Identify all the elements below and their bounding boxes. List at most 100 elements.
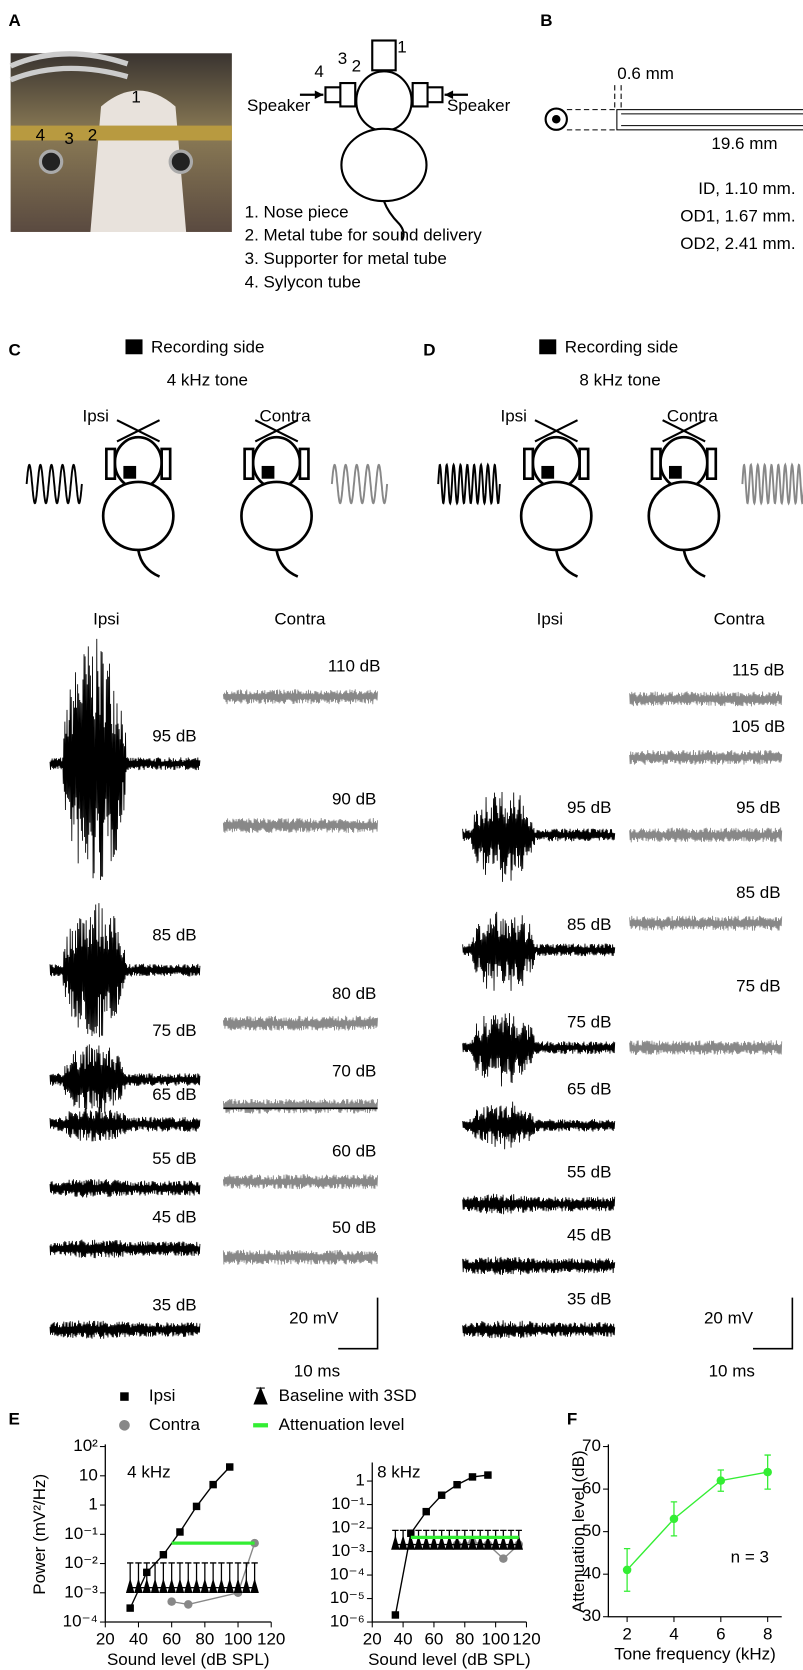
label: 75 dB	[567, 1013, 611, 1032]
label: Recording side	[151, 337, 264, 356]
point	[391, 1535, 400, 1550]
trace	[223, 1174, 377, 1189]
label: Ipsi	[500, 407, 526, 426]
trace	[50, 1107, 200, 1142]
label: Attenuation level (dB)	[569, 1450, 588, 1613]
point	[217, 1578, 226, 1593]
tube-dash	[567, 85, 621, 130]
trace	[463, 1102, 615, 1150]
head	[356, 71, 411, 131]
label: 45 dB	[152, 1207, 196, 1226]
label: Ipsi	[82, 407, 108, 426]
point	[670, 1515, 679, 1524]
mouse-body	[103, 482, 173, 550]
mouse-tail	[556, 550, 577, 577]
label: 19.6 mm	[711, 134, 777, 153]
label: 10 ms	[294, 1362, 340, 1381]
body	[341, 129, 426, 201]
label: 10⁻⁴	[330, 1565, 365, 1584]
trace	[50, 903, 200, 1037]
trace	[50, 1240, 200, 1259]
recording-side	[262, 466, 275, 479]
legend-square	[539, 339, 556, 354]
point	[126, 1578, 135, 1593]
point	[160, 1551, 167, 1558]
label: n = 3	[731, 1548, 769, 1567]
label: 6	[716, 1624, 725, 1643]
label: 8 kHz	[377, 1463, 420, 1482]
label: OD2, 2.41 mm.	[680, 234, 795, 253]
trace	[50, 1321, 200, 1339]
point	[499, 1554, 508, 1563]
label: 8	[763, 1624, 772, 1643]
trace	[50, 639, 200, 880]
label: 35 dB	[152, 1296, 196, 1315]
label: F	[567, 1409, 577, 1428]
label: B	[540, 11, 552, 30]
point	[176, 1578, 185, 1593]
point	[438, 1491, 445, 1498]
label: 75 dB	[152, 1021, 196, 1040]
label: Ipsi	[149, 1386, 175, 1405]
label: 2	[622, 1624, 631, 1643]
point	[126, 1604, 133, 1611]
photo-tube	[40, 151, 61, 172]
label: 10²	[73, 1436, 98, 1455]
label: OD1, 1.67 mm.	[680, 207, 795, 226]
point	[242, 1578, 251, 1593]
trace	[630, 1040, 782, 1055]
label: ID, 1.10 mm.	[698, 179, 795, 198]
label: 110 dB	[328, 656, 381, 675]
label: 65 dB	[152, 1085, 196, 1104]
tube-end	[552, 115, 561, 124]
point	[201, 1578, 210, 1593]
trace	[463, 1320, 615, 1338]
mouse-tail	[277, 550, 298, 577]
label: 90 dB	[332, 789, 376, 808]
label: Recording side	[565, 337, 678, 356]
trace	[630, 691, 782, 706]
label: 100	[224, 1630, 252, 1649]
recording-side	[123, 466, 136, 479]
label: 40	[394, 1630, 413, 1649]
label: 75 dB	[736, 977, 780, 996]
label: 4	[36, 126, 45, 145]
trace	[50, 1044, 200, 1115]
label: 10⁻²	[331, 1518, 365, 1537]
label: Attenuation level	[279, 1415, 405, 1434]
label: 4 kHz	[127, 1463, 170, 1482]
point	[151, 1578, 160, 1593]
label: 2. Metal tube for sound delivery	[245, 226, 483, 245]
label: 55 dB	[567, 1163, 611, 1182]
label: 65 dB	[567, 1080, 611, 1099]
trace	[630, 750, 782, 765]
point	[226, 1463, 233, 1470]
trace	[223, 1099, 377, 1114]
point	[209, 1481, 216, 1488]
trace	[223, 818, 377, 833]
label: 20	[96, 1630, 115, 1649]
label: Baseline with 3SD	[279, 1386, 417, 1405]
point	[469, 1473, 476, 1480]
label: 80	[195, 1630, 214, 1649]
point	[763, 1468, 772, 1477]
label: Ipsi	[93, 610, 119, 629]
legend-marker	[120, 1392, 129, 1401]
label: 4	[669, 1624, 678, 1643]
tube	[617, 110, 803, 130]
label: 10⁻⁴	[63, 1612, 98, 1631]
label: 95 dB	[152, 727, 196, 746]
label: 35 dB	[567, 1289, 611, 1308]
point	[623, 1566, 632, 1575]
label: 8 kHz tone	[579, 370, 660, 389]
mouse-body	[649, 482, 719, 550]
label: Sound level (dB SPL)	[368, 1650, 531, 1669]
label: Contra	[667, 407, 719, 426]
label: 0.6 mm	[617, 64, 674, 83]
legend-square	[126, 339, 143, 354]
label: 95 dB	[567, 798, 611, 817]
point	[176, 1528, 183, 1535]
label: Power (mV²/Hz)	[30, 1474, 49, 1595]
axes	[608, 1444, 781, 1616]
label: Speaker	[247, 96, 311, 115]
